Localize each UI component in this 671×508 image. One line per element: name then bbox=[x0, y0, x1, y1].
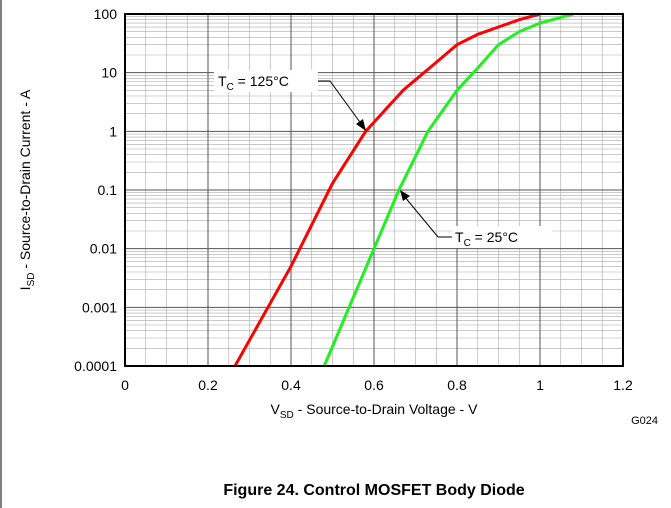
annotation-bg bbox=[214, 70, 318, 92]
arrow-head bbox=[400, 190, 410, 201]
y-tick-label: 100 bbox=[94, 6, 118, 22]
series-line bbox=[322, 12, 574, 367]
annotation: TC = 25°C bbox=[455, 229, 518, 249]
y-tick-label: 0.0001 bbox=[74, 358, 117, 374]
figure-code: G024 bbox=[631, 415, 658, 427]
x-tick-label: 0 bbox=[121, 377, 129, 393]
chart-title: Figure 24. Control MOSFET Body Diode bbox=[223, 482, 524, 499]
x-tick-label: 1.2 bbox=[613, 377, 633, 393]
y-tick-label: 0.1 bbox=[98, 182, 118, 198]
x-tick-label: 0.4 bbox=[281, 377, 301, 393]
series-line bbox=[233, 12, 541, 367]
annotation-arrow bbox=[318, 80, 363, 126]
x-tick-label: 0.6 bbox=[364, 377, 384, 393]
annotation-arrow bbox=[403, 195, 452, 238]
x-tick-label: 0.2 bbox=[198, 377, 218, 393]
plot-frame bbox=[124, 13, 624, 367]
y-tick-label: 0.01 bbox=[90, 241, 117, 257]
x-axis-label: VSD - Source-to-Drain Voltage - V bbox=[271, 401, 479, 421]
arrow-head bbox=[356, 119, 366, 131]
annotation-bg bbox=[452, 226, 552, 248]
x-tick-label: 0.8 bbox=[447, 377, 467, 393]
lines bbox=[233, 12, 574, 367]
y-tick-label: 1 bbox=[109, 123, 117, 139]
annotation: TC = 125°C bbox=[218, 73, 289, 93]
y-tick-label: 10 bbox=[101, 65, 117, 81]
x-tick-label: 1 bbox=[536, 377, 544, 393]
y-tick-label: 0.001 bbox=[82, 299, 117, 315]
grid bbox=[124, 13, 624, 367]
y-axis-label: ISD - Source-to-Drain Current - A bbox=[17, 89, 37, 290]
